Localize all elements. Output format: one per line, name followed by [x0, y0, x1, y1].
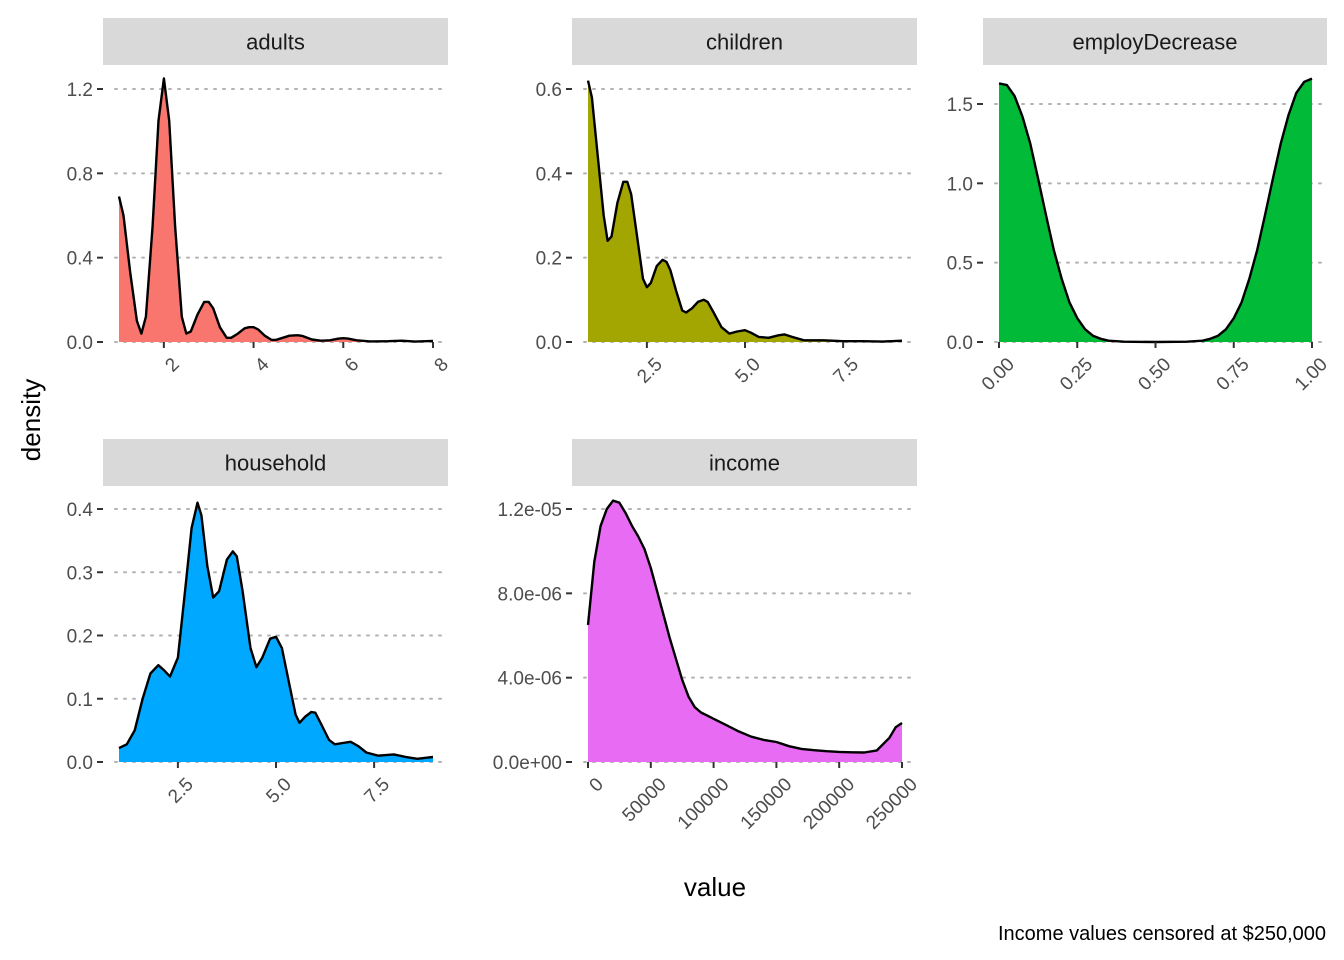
x-tick-label: 7.5 [830, 354, 864, 388]
y-tick-label: 0.4 [536, 164, 563, 185]
y-tick-label: 8.0e-06 [498, 584, 562, 605]
facet-children: children 0.0 0.2 0.4 0.6 2.5 5.0 7.5 [536, 18, 917, 388]
y-tick-label: 0.2 [67, 627, 93, 648]
y-tick-label: 0.0 [67, 333, 93, 354]
y-tick-label: 0.0 [947, 333, 973, 354]
y-tick-label: 1.2e-05 [498, 500, 562, 521]
y-tick-label: 1.0 [947, 174, 973, 195]
y-tick-label: 0.8 [67, 164, 93, 185]
y-tick-label: 1.2 [67, 80, 93, 101]
facet-strip-label: children [706, 30, 783, 55]
facet-strip [572, 18, 917, 65]
x-tick-label: 5.0 [731, 354, 765, 388]
x-axis-title: value [684, 872, 746, 902]
facet-strip [103, 439, 448, 486]
x-tick-label: 6 [341, 354, 363, 376]
density-line [118, 501, 434, 760]
x-tick-label: 2.5 [633, 354, 667, 388]
y-tick-label: 0.4 [67, 249, 94, 270]
density-line [586, 80, 903, 343]
x-tick-label: 8 [431, 354, 453, 376]
facet-strip [103, 18, 448, 65]
facet-employdecrease: employDecrease 0.0 0.5 1.0 1.5 0.00 0.25 0.50 0.… [947, 18, 1332, 395]
density-line [586, 499, 903, 754]
facet-strip [983, 18, 1327, 65]
x-tick-label: 0 [586, 774, 608, 796]
y-tick-label: 0.5 [947, 254, 973, 275]
density-area [588, 80, 902, 342]
y-tick-label: 0.4 [67, 500, 94, 521]
y-tick-label: 0.0 [536, 333, 562, 354]
y-tick-label: 0.2 [536, 249, 562, 270]
density-area [588, 500, 902, 762]
x-tick-label: 1.00 [1291, 354, 1332, 395]
x-tick-label: 0.50 [1134, 354, 1175, 395]
density-line [117, 77, 434, 343]
facet-panels: adults 0.0 0.4 0.8 1.2 2 4 6 8 children 0.0 0.2 0.4 0… [67, 18, 1332, 834]
x-tick-label: 0.00 [978, 354, 1019, 395]
x-tick-label: 200000 [799, 774, 859, 834]
facet-strip-label: employDecrease [1072, 30, 1237, 55]
facet-strip-label: income [709, 451, 780, 476]
x-tick-label: 2 [161, 354, 183, 376]
facet-strip [572, 439, 917, 486]
x-tick-label: 0.75 [1213, 354, 1254, 395]
y-tick-label: 0.0e+00 [493, 753, 562, 774]
facet-strip-label: adults [246, 30, 305, 55]
density-area [119, 78, 433, 342]
y-tick-label: 0.0 [67, 753, 93, 774]
facet-adults: adults 0.0 0.4 0.8 1.2 2 4 6 8 [67, 18, 453, 376]
facet-strip-label: household [225, 451, 327, 476]
facet-income: income 0.0e+00 4.0e-06 8.0e-06 1.2e-05 0 50000… [493, 439, 922, 834]
x-tick-label: 150000 [737, 774, 797, 834]
x-tick-label: 2.5 [164, 774, 198, 808]
y-tick-label: 0.3 [67, 563, 93, 584]
density-area [119, 502, 433, 762]
caption: Income values censored at $250,000 [998, 923, 1326, 945]
y-axis-title: density [16, 379, 46, 461]
y-tick-label: 0.6 [536, 80, 562, 101]
y-tick-label: 4.0e-06 [498, 669, 562, 690]
density-area [999, 78, 1312, 342]
y-tick-label: 1.5 [947, 95, 973, 116]
x-tick-label: 7.5 [361, 774, 395, 808]
x-tick-label: 100000 [674, 774, 734, 834]
x-tick-label: 50000 [619, 774, 671, 826]
x-tick-label: 0.25 [1056, 354, 1097, 395]
x-tick-label: 4 [251, 354, 274, 377]
y-tick-label: 0.1 [67, 690, 93, 711]
x-tick-label: 250000 [862, 774, 922, 834]
x-tick-label: 5.0 [262, 774, 296, 808]
facet-household: household 0.0 0.1 0.2 0.3 0.4 2.5 5.0 7.5 [67, 439, 448, 808]
